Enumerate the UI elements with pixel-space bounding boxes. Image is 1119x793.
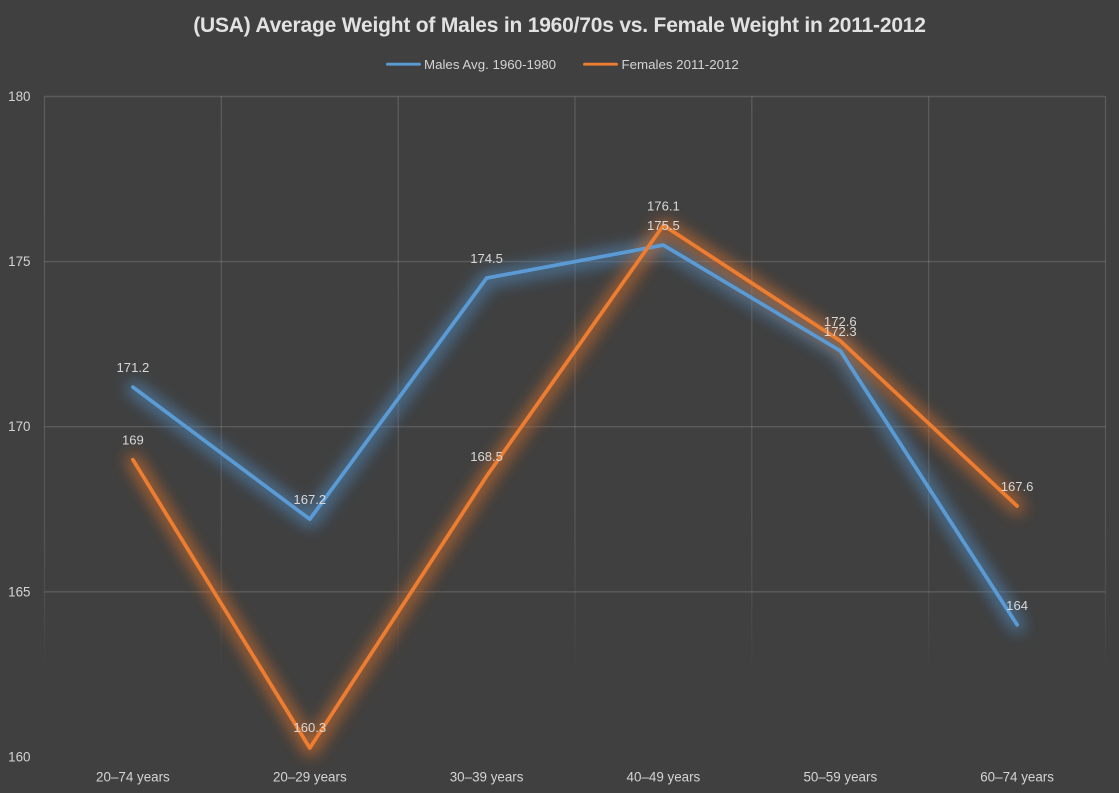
svg-text:20–29 years: 20–29 years — [273, 770, 347, 785]
svg-text:20–74 years: 20–74 years — [96, 770, 170, 785]
svg-text:171.2: 171.2 — [117, 360, 150, 375]
svg-text:175.5: 175.5 — [647, 218, 680, 233]
svg-text:174.5: 174.5 — [470, 251, 503, 266]
svg-text:170: 170 — [8, 419, 30, 434]
svg-text:167.2: 167.2 — [293, 492, 326, 507]
svg-text:160.3: 160.3 — [293, 720, 326, 735]
svg-text:168.5: 168.5 — [470, 449, 503, 464]
svg-text:165: 165 — [8, 584, 30, 599]
svg-text:167.6: 167.6 — [1001, 479, 1034, 494]
svg-text:40–49 years: 40–49 years — [627, 770, 701, 785]
svg-text:176.1: 176.1 — [647, 198, 680, 213]
svg-text:172.3: 172.3 — [824, 324, 857, 339]
svg-text:50–59 years: 50–59 years — [803, 770, 877, 785]
svg-text:175: 175 — [8, 254, 30, 269]
svg-text:160: 160 — [8, 749, 30, 764]
svg-text:172.6: 172.6 — [824, 314, 857, 329]
svg-text:Females 2011-2012: Females 2011-2012 — [622, 57, 739, 72]
svg-text:169: 169 — [122, 433, 144, 448]
svg-text:(USA) Average Weight of Males: (USA) Average Weight of Males in 1960/70… — [193, 14, 926, 37]
svg-text:164: 164 — [1006, 598, 1028, 613]
svg-text:60–74 years: 60–74 years — [980, 770, 1054, 785]
svg-text:30–39 years: 30–39 years — [450, 770, 524, 785]
svg-text:180: 180 — [8, 89, 30, 104]
svg-text:Males Avg. 1960-1980: Males Avg. 1960-1980 — [424, 57, 556, 72]
